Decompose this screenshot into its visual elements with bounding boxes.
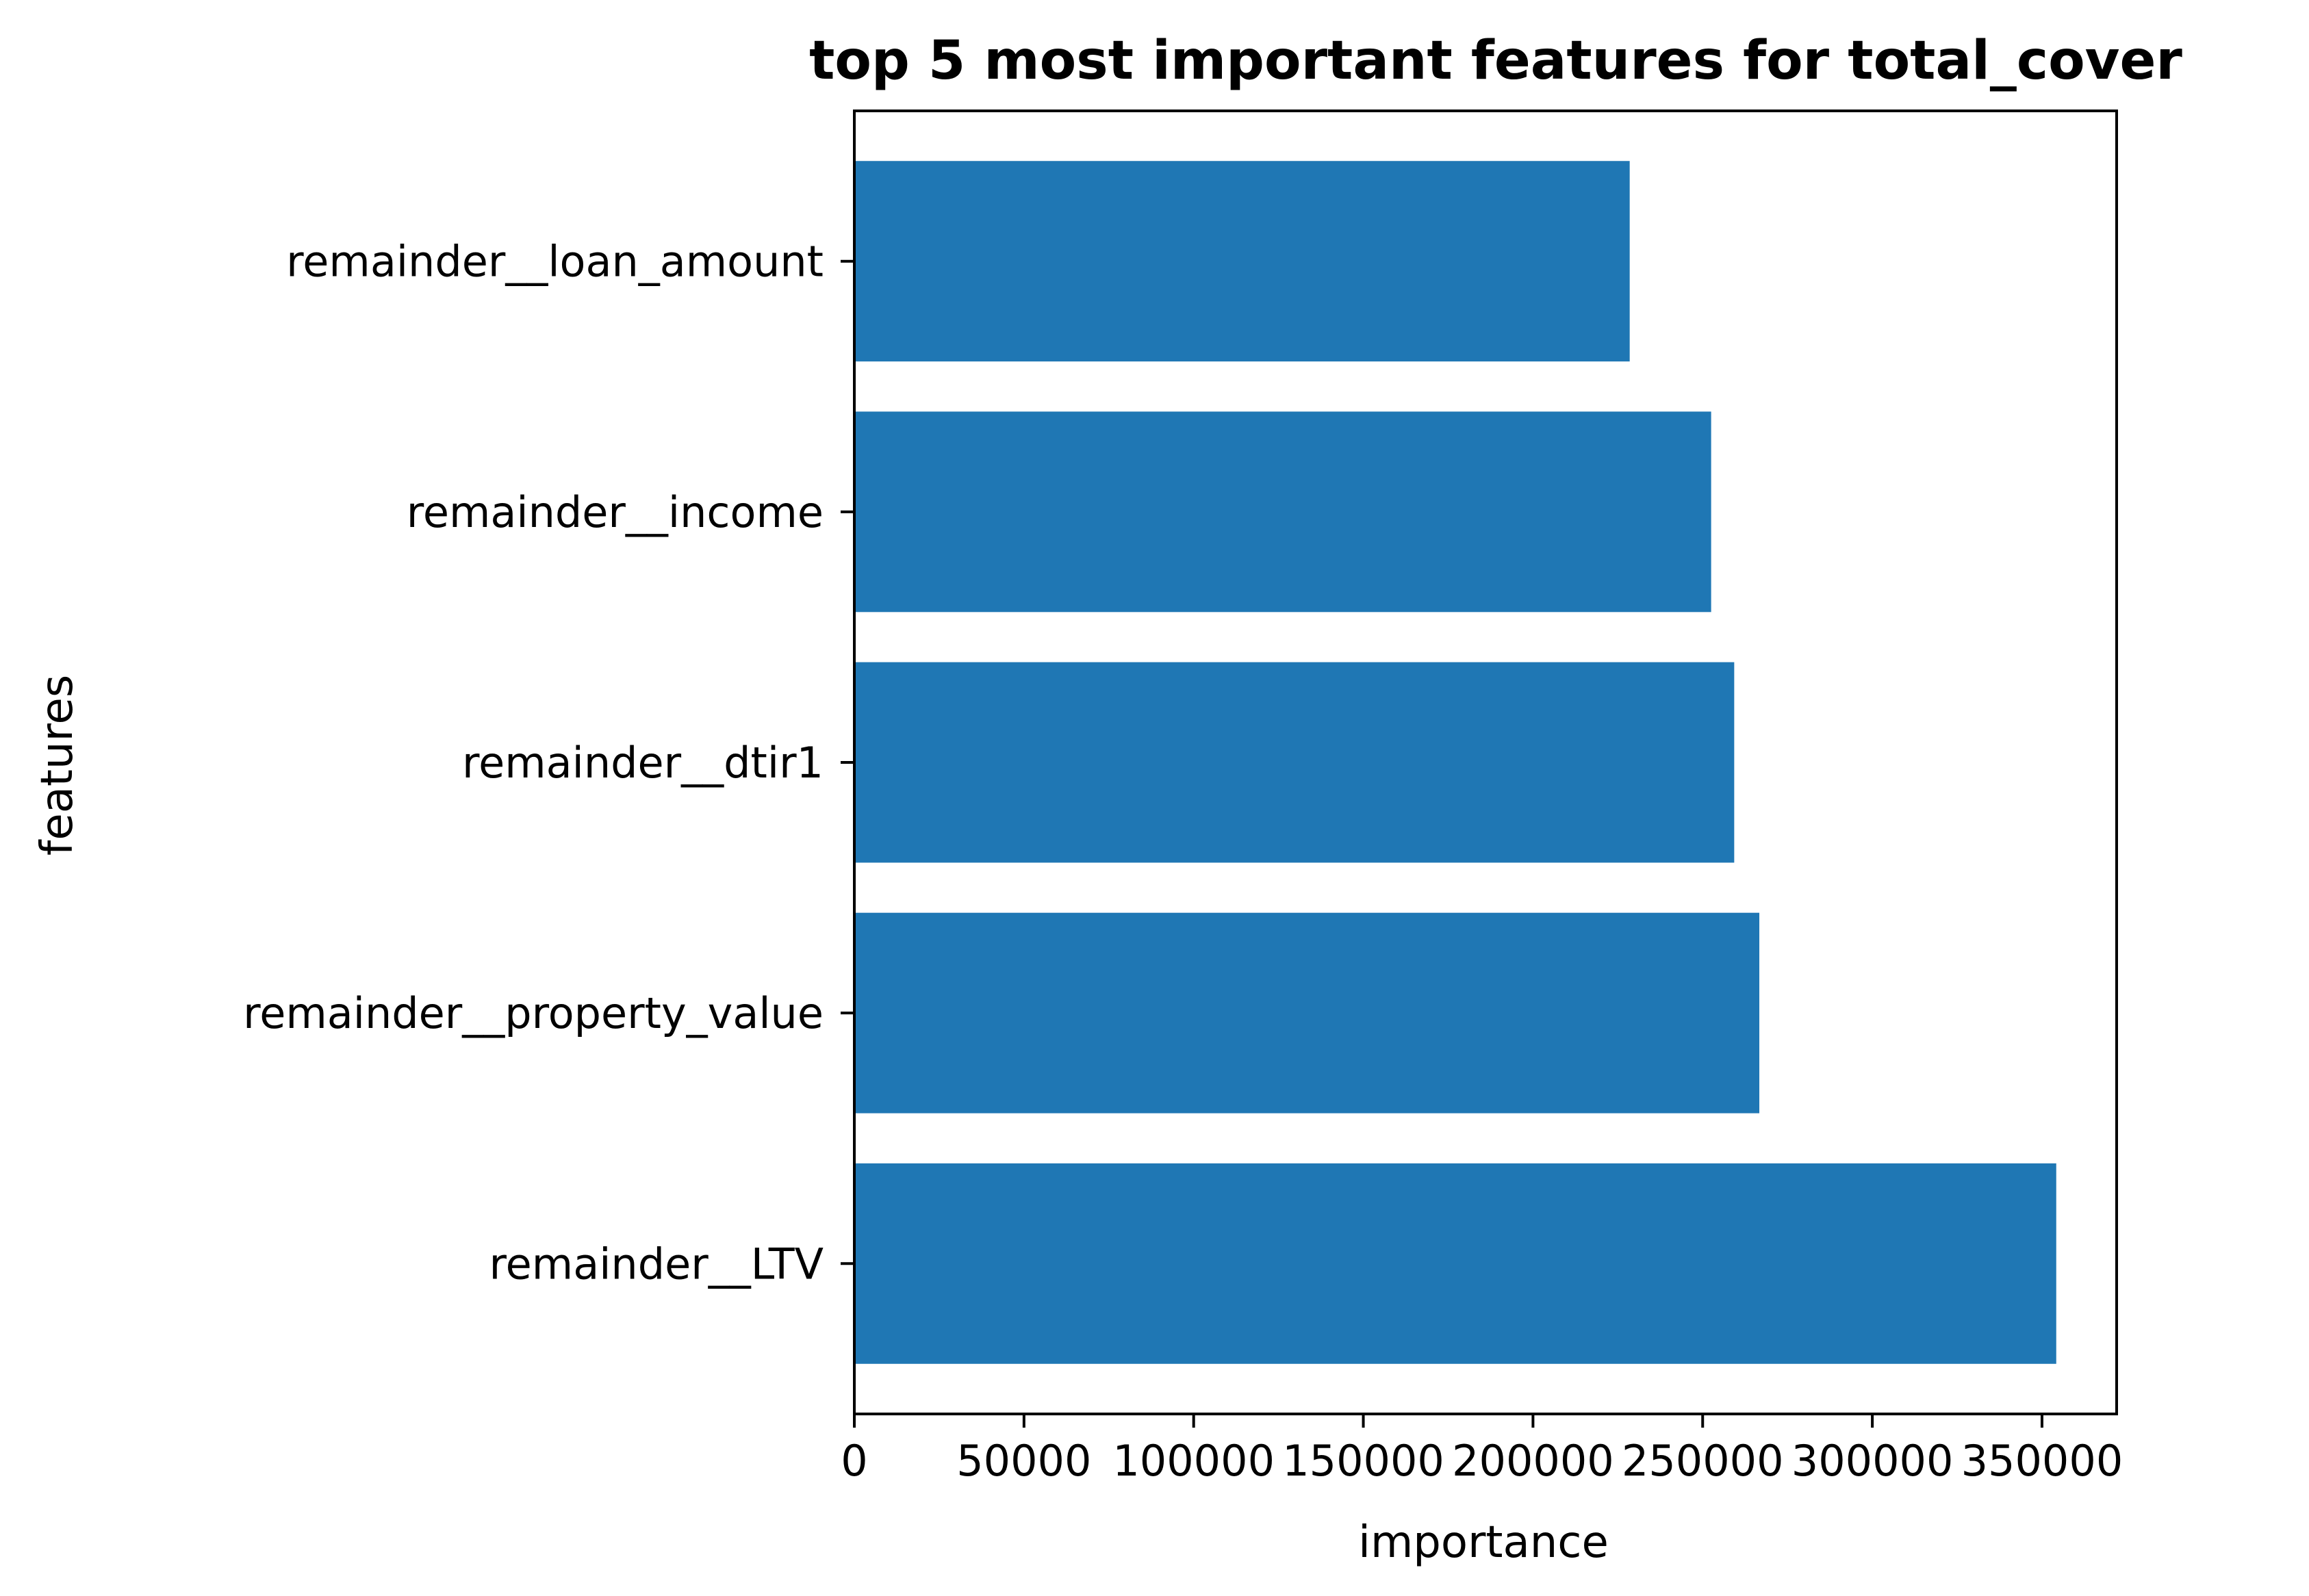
x-tick-label: 50000 <box>956 1436 1091 1486</box>
chart-title: top 5 most important features for total_… <box>809 30 2182 92</box>
bar-remainder__property_value <box>854 912 1760 1114</box>
x-tick-label: 350000 <box>1961 1436 2123 1486</box>
y-tick-label: remainder__dtir1 <box>462 738 824 788</box>
x-tick-label: 150000 <box>1282 1436 1444 1486</box>
x-tick-label: 300000 <box>1791 1436 1954 1486</box>
x-tick-label: 250000 <box>1622 1436 1784 1486</box>
y-tick-label: remainder__loan_amount <box>286 237 824 287</box>
bar-remainder__LTV <box>854 1163 2056 1364</box>
y-tick-label: remainder__property_value <box>243 988 824 1038</box>
y-tick-label: remainder__LTV <box>489 1239 824 1289</box>
x-axis-ticks: 0 50000 100000 150000 200000 250000 300000 3500… <box>841 1414 2123 1486</box>
x-tick-label: 200000 <box>1452 1436 1614 1486</box>
bar-remainder__income <box>854 411 1711 613</box>
x-axis-label: importance <box>1358 1517 1609 1568</box>
y-axis-label: features <box>32 675 83 855</box>
x-tick-label: 0 <box>841 1436 867 1486</box>
bars <box>854 161 2056 1364</box>
y-axis-ticks: remainder__loan_amount remainder__incomer… <box>243 237 854 1289</box>
bar-remainder__dtir1 <box>854 662 1735 863</box>
y-tick-label: remainder__income <box>407 487 824 537</box>
bar-remainder__loan_amount <box>854 161 1630 362</box>
x-tick-label: 100000 <box>1112 1436 1275 1486</box>
